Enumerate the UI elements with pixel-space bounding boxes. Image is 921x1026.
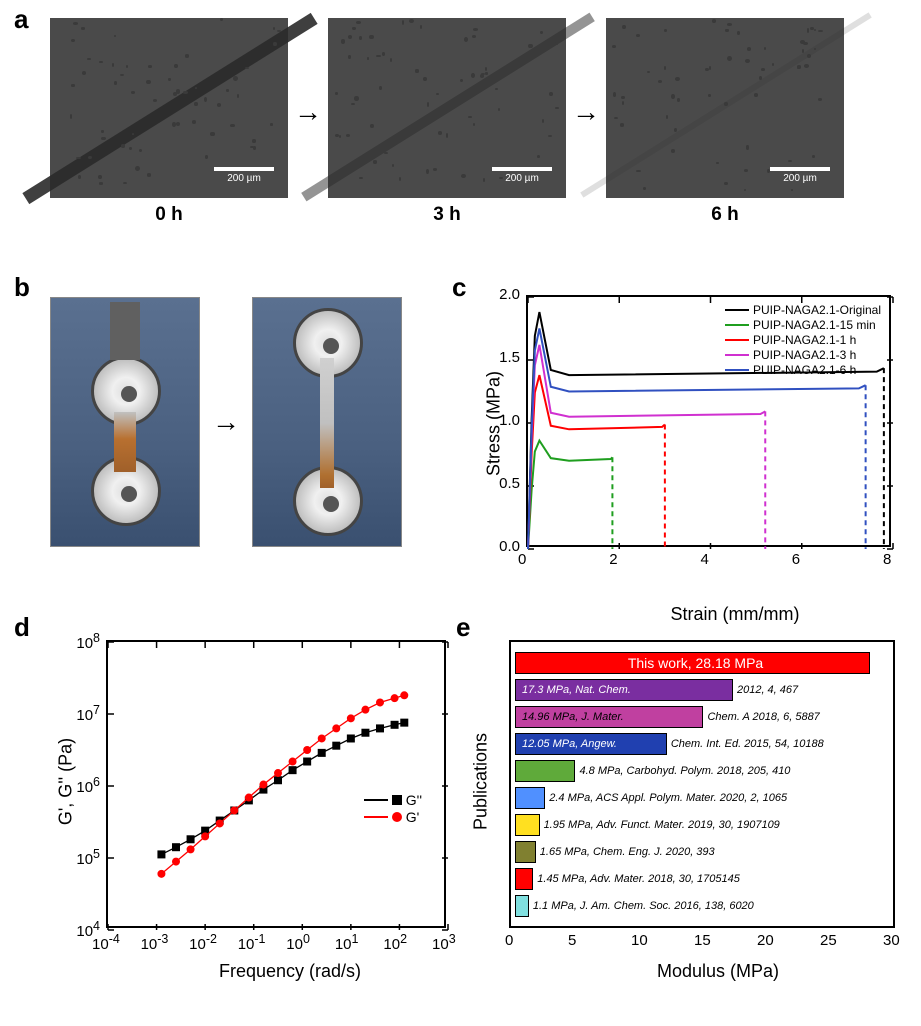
arrow-icon: → bbox=[206, 406, 246, 438]
panel-c-legend: PUIP-NAGA2.1-OriginalPUIP-NAGA2.1-15 min… bbox=[725, 303, 881, 378]
arrow-icon: → bbox=[288, 96, 328, 128]
hbar bbox=[515, 760, 575, 782]
panel-d: G', G'' (Pa) Frequency (rad/s) G''G' 10-… bbox=[40, 636, 450, 976]
panel-e-label: e bbox=[456, 612, 470, 643]
hbar-label: 1.95 MPa, Adv. Funct. Mater. 2019, 30, 1… bbox=[544, 819, 780, 831]
panel-e-xlabel: Modulus (MPa) bbox=[618, 961, 818, 982]
micrograph: 200 µm bbox=[50, 18, 288, 198]
scale-bar: 200 µm bbox=[770, 167, 830, 184]
panel-e: Publications Modulus (MPa) This work, 28… bbox=[473, 636, 903, 976]
hbar bbox=[515, 841, 536, 863]
panel-c: Stress (MPa) Strain (mm/mm) PUIP-NAGA2.1… bbox=[470, 295, 893, 590]
hbar-row: 2.4 MPa, ACS Appl. Polym. Mater. 2020, 2… bbox=[515, 785, 889, 811]
micrograph-time-label: 6 h bbox=[606, 204, 844, 226]
legend-item: PUIP-NAGA2.1-15 min bbox=[725, 318, 881, 332]
panel-d-legend: G''G' bbox=[364, 792, 422, 826]
scale-bar: 200 µm bbox=[214, 167, 274, 184]
hbar: 12.05 MPa, Angew. bbox=[515, 733, 667, 755]
hbar bbox=[515, 787, 545, 809]
hbar-row: 1.1 MPa, J. Am. Chem. Soc. 2016, 138, 60… bbox=[515, 893, 889, 919]
panel-b: → bbox=[50, 292, 430, 552]
hbar: 17.3 MPa, Nat. Chem. bbox=[515, 679, 733, 701]
panel-a-label: a bbox=[14, 4, 28, 35]
hbar-label: Chem. Int. Ed. 2015, 54, 10188 bbox=[671, 738, 824, 750]
hbar-row: 17.3 MPa, Nat. Chem. 2012, 4, 467 bbox=[515, 677, 889, 703]
hbar-row: 1.45 MPa, Adv. Mater. 2018, 30, 1705145 bbox=[515, 866, 889, 892]
panel-c-plotarea: PUIP-NAGA2.1-OriginalPUIP-NAGA2.1-15 min… bbox=[526, 295, 891, 547]
arrow-icon: → bbox=[566, 96, 606, 128]
legend-item: PUIP-NAGA2.1-3 h bbox=[725, 348, 881, 362]
hbar bbox=[515, 814, 540, 836]
hbar bbox=[515, 868, 533, 890]
panel-e-plotarea: This work, 28.18 MPa 17.3 MPa, Nat. Chem.… bbox=[509, 640, 895, 928]
hbar-label: Chem. A 2018, 6, 5887 bbox=[707, 711, 819, 723]
legend-item: G'' bbox=[364, 792, 422, 808]
panel-c-label: c bbox=[452, 272, 466, 303]
hbar-row: 4.8 MPa, Carbohyd. Polym. 2018, 205, 410 bbox=[515, 758, 889, 784]
hbar bbox=[515, 895, 529, 917]
hbar: This work, 28.18 MPa bbox=[515, 652, 870, 674]
tensile-photo-before bbox=[50, 297, 200, 547]
micrograph: 200 µm bbox=[606, 18, 844, 198]
panel-b-label: b bbox=[14, 272, 30, 303]
micrograph-time-label: 3 h bbox=[328, 204, 566, 226]
hbar-row: 12.05 MPa, Angew. Chem. Int. Ed. 2015, 5… bbox=[515, 731, 889, 757]
legend-item: G' bbox=[364, 809, 422, 825]
hbar-label: 1.1 MPa, J. Am. Chem. Soc. 2016, 138, 60… bbox=[533, 900, 754, 912]
hbar-label: 1.45 MPa, Adv. Mater. 2018, 30, 1705145 bbox=[537, 873, 740, 885]
panel-d-xlabel: Frequency (rad/s) bbox=[180, 961, 400, 982]
hbar-row: 1.65 MPa, Chem. Eng. J. 2020, 393 bbox=[515, 839, 889, 865]
hbar: 14.96 MPa, J. Mater. bbox=[515, 706, 703, 728]
panel-d-plotarea: G''G' bbox=[106, 640, 446, 928]
hbar-row: 1.95 MPa, Adv. Funct. Mater. 2019, 30, 1… bbox=[515, 812, 889, 838]
hbar-label: 4.8 MPa, Carbohyd. Polym. 2018, 205, 410 bbox=[579, 765, 790, 777]
hbar-label: 2012, 4, 467 bbox=[737, 684, 798, 696]
hbar-label: 2.4 MPa, ACS Appl. Polym. Mater. 2020, 2… bbox=[549, 792, 787, 804]
panel-c-xlabel: Strain (mm/mm) bbox=[635, 604, 835, 625]
panel-e-ylabel: Publications bbox=[471, 722, 492, 842]
legend-item: PUIP-NAGA2.1-6 h bbox=[725, 363, 881, 377]
hbar-row: This work, 28.18 MPa bbox=[515, 650, 889, 676]
hbar-row: 14.96 MPa, J. Mater. Chem. A 2018, 6, 58… bbox=[515, 704, 889, 730]
scale-bar: 200 µm bbox=[492, 167, 552, 184]
legend-item: PUIP-NAGA2.1-Original bbox=[725, 303, 881, 317]
legend-item: PUIP-NAGA2.1-1 h bbox=[725, 333, 881, 347]
hbar-label: 1.65 MPa, Chem. Eng. J. 2020, 393 bbox=[540, 846, 715, 858]
panel-d-label: d bbox=[14, 612, 30, 643]
micrograph: 200 µm bbox=[328, 18, 566, 198]
tensile-photo-after bbox=[252, 297, 402, 547]
micrograph-time-label: 0 h bbox=[50, 204, 288, 226]
